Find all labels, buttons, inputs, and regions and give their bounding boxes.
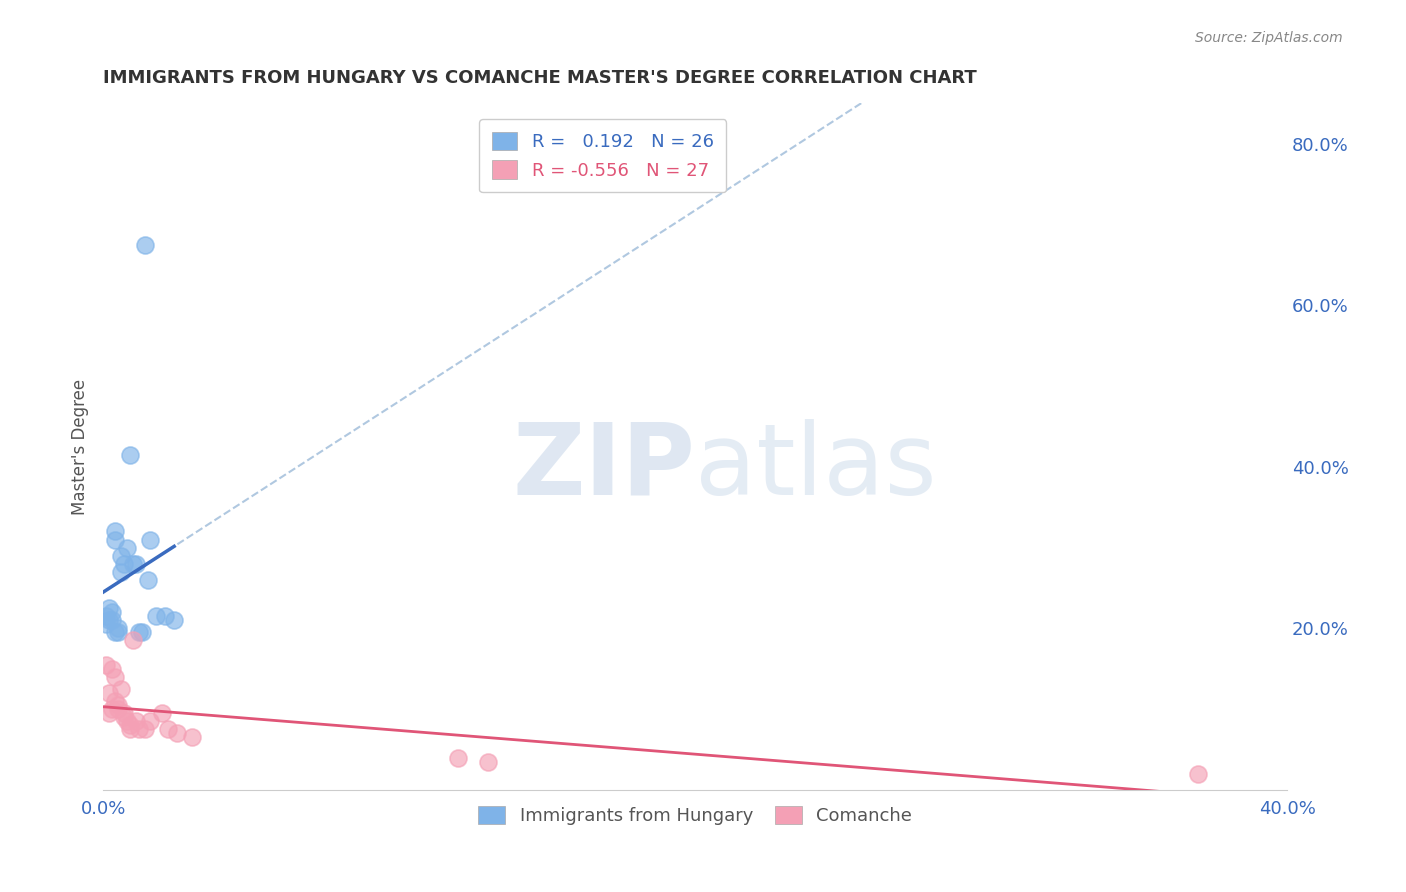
Point: [94, 617, 117, 632]
Point: [477, 755, 499, 769]
Point: [121, 633, 143, 648]
Point: [157, 723, 180, 737]
Point: [110, 565, 132, 579]
Point: [104, 670, 127, 684]
Point: [136, 573, 159, 587]
Point: [447, 750, 470, 764]
Point: [98, 613, 121, 627]
Point: [94, 609, 117, 624]
Point: [134, 237, 156, 252]
Point: [104, 625, 127, 640]
Text: ZIP: ZIP: [512, 418, 695, 516]
Point: [139, 533, 162, 547]
Point: [1187, 766, 1209, 780]
Point: [150, 706, 173, 721]
Point: [101, 605, 124, 619]
Point: [107, 702, 129, 716]
Point: [104, 524, 127, 539]
Point: [163, 613, 186, 627]
Point: [107, 625, 129, 640]
Point: [110, 549, 132, 563]
Point: [104, 533, 127, 547]
Point: [107, 621, 129, 635]
Point: [155, 609, 177, 624]
Point: [139, 714, 162, 729]
Point: [107, 698, 129, 712]
Point: [118, 718, 141, 732]
Point: [115, 714, 138, 729]
Point: [125, 714, 148, 729]
Point: [181, 731, 204, 745]
Point: [104, 694, 127, 708]
Text: Source: ZipAtlas.com: Source: ZipAtlas.com: [1195, 31, 1343, 45]
Point: [101, 613, 124, 627]
Point: [98, 706, 121, 721]
Point: [118, 723, 141, 737]
Point: [112, 706, 135, 721]
Point: [112, 557, 135, 571]
Point: [128, 723, 150, 737]
Point: [118, 448, 141, 462]
Point: [98, 601, 121, 615]
Point: [125, 557, 148, 571]
Point: [128, 625, 150, 640]
Point: [101, 702, 124, 716]
Y-axis label: Master's Degree: Master's Degree: [72, 378, 89, 515]
Point: [131, 625, 153, 640]
Point: [94, 657, 117, 672]
Point: [115, 541, 138, 555]
Point: [112, 710, 135, 724]
Point: [145, 609, 167, 624]
Text: atlas: atlas: [695, 418, 936, 516]
Point: [166, 726, 188, 740]
Point: [121, 557, 143, 571]
Point: [98, 686, 121, 700]
Point: [134, 723, 156, 737]
Text: IMMIGRANTS FROM HUNGARY VS COMANCHE MASTER'S DEGREE CORRELATION CHART: IMMIGRANTS FROM HUNGARY VS COMANCHE MAST…: [103, 69, 977, 87]
Point: [101, 662, 124, 676]
Point: [110, 681, 132, 696]
Legend: Immigrants from Hungary, Comanche: Immigrants from Hungary, Comanche: [471, 798, 920, 832]
